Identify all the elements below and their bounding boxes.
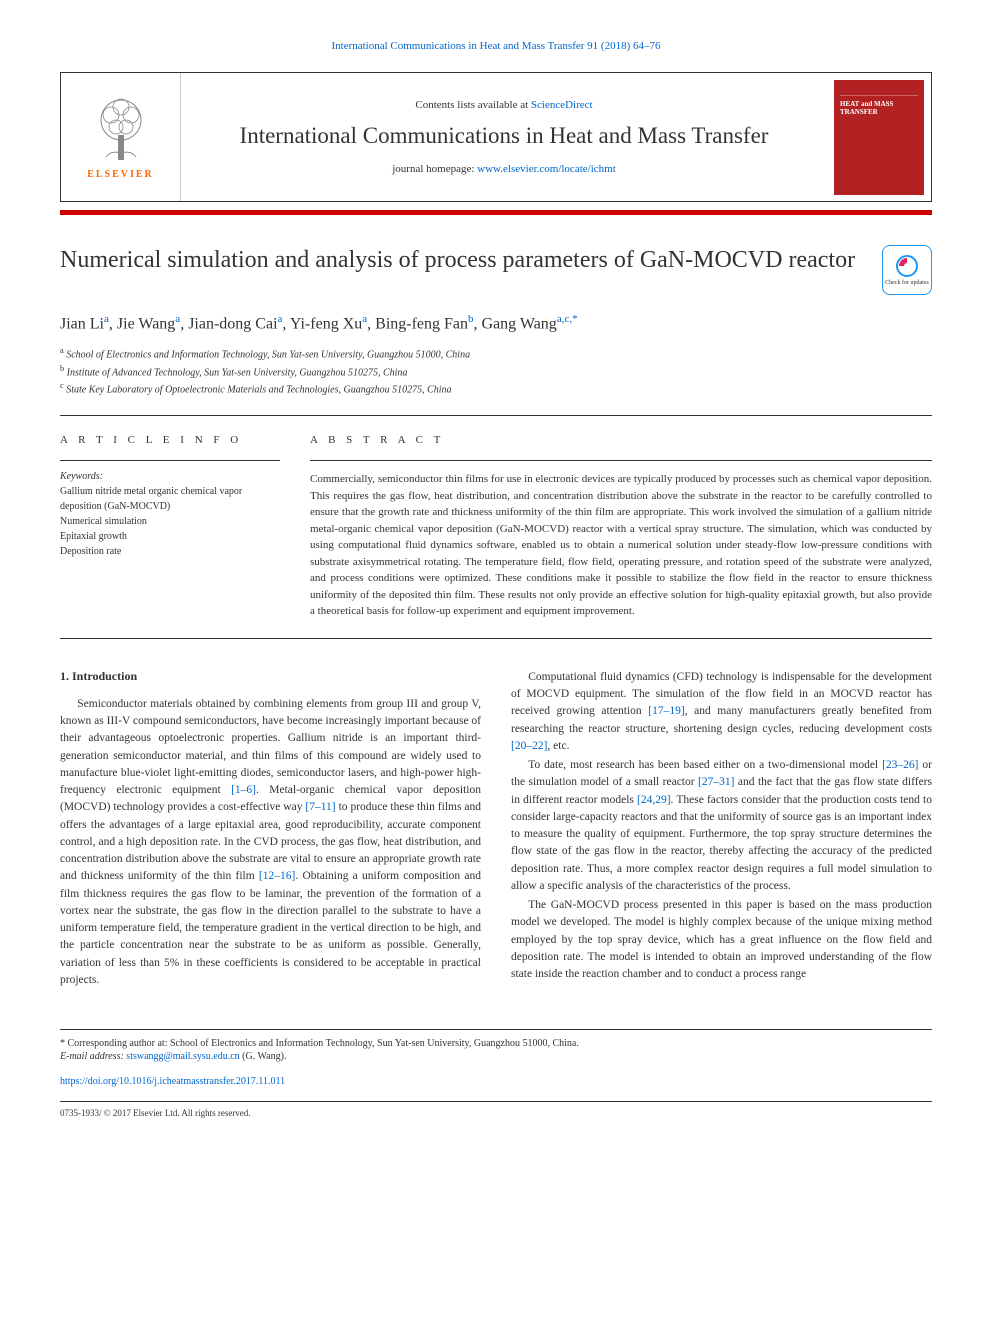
article-title: Numerical simulation and analysis of pro… (60, 245, 862, 276)
elsevier-logo: ELSEVIER (61, 73, 181, 201)
doi-link[interactable]: https://doi.org/10.1016/j.icheatmasstran… (60, 1076, 932, 1087)
footer: * Corresponding author at: School of Ele… (60, 1029, 932, 1118)
journal-homepage: journal homepage: www.elsevier.com/locat… (191, 163, 817, 175)
abstract-column: A B S T R A C T Commercially, semiconduc… (310, 434, 932, 620)
sciencedirect-link[interactable]: ScienceDirect (531, 99, 593, 111)
reference-link[interactable]: [1–6] (231, 784, 256, 796)
abstract-heading: A B S T R A C T (310, 434, 932, 446)
check-updates-label: Check for updates (885, 280, 929, 286)
check-updates-icon (895, 254, 919, 278)
homepage-prefix: journal homepage: (392, 163, 477, 175)
keyword-item: Deposition rate (60, 544, 280, 559)
keyword-item: Numerical simulation (60, 514, 280, 529)
divider (60, 460, 280, 461)
affiliation-line: a School of Electronics and Information … (60, 345, 932, 362)
keywords: Gallium nitride metal organic chemical v… (60, 484, 280, 559)
contents-prefix: Contents lists available at (415, 99, 530, 111)
homepage-link[interactable]: www.elsevier.com/locate/ichmt (477, 163, 616, 175)
reference-link[interactable]: [23–26] (882, 759, 918, 771)
elsevier-label: ELSEVIER (87, 169, 154, 180)
email-line: E-mail address: stswangg@mail.sysu.edu.c… (60, 1051, 932, 1062)
divider (60, 638, 932, 639)
reference-link[interactable]: [17–19] (648, 705, 684, 717)
keyword-item: Epitaxial growth (60, 529, 280, 544)
section-heading-intro: 1. Introduction (60, 669, 481, 684)
authors: Jian Lia, Jie Wanga, Jian-dong Caia, Yi-… (60, 313, 932, 333)
body-section: 1. Introduction Semiconductor materials … (60, 669, 932, 989)
article-info-column: A R T I C L E I N F O Keywords: Gallium … (60, 434, 310, 620)
copyright: 0735-1933/ © 2017 Elsevier Ltd. All righ… (60, 1108, 932, 1118)
contents-line: Contents lists available at ScienceDirec… (191, 99, 817, 111)
email-link[interactable]: stswangg@mail.sysu.edu.cn (126, 1051, 239, 1062)
reference-link[interactable]: [12–16] (259, 870, 295, 882)
article-info-heading: A R T I C L E I N F O (60, 434, 280, 446)
reference-link[interactable]: [24,29] (637, 794, 671, 806)
elsevier-tree-icon (91, 95, 151, 165)
journal-cover-thumbnail: HEAT and MASS TRANSFER (834, 80, 924, 195)
red-divider-bar (60, 210, 932, 215)
check-updates-badge[interactable]: Check for updates (882, 245, 932, 295)
journal-header-center: Contents lists available at ScienceDirec… (181, 89, 827, 185)
divider (60, 415, 932, 416)
body-paragraph: Semiconductor materials obtained by comb… (60, 696, 481, 989)
affiliation-line: c State Key Laboratory of Optoelectronic… (60, 380, 932, 397)
journal-title: International Communications in Heat and… (191, 123, 817, 149)
journal-header: ELSEVIER Contents lists available at Sci… (60, 72, 932, 202)
divider (310, 460, 932, 461)
keyword-item: Gallium nitride metal organic chemical v… (60, 484, 280, 514)
corresponding-author: * Corresponding author at: School of Ele… (60, 1038, 932, 1049)
body-paragraph: The GaN-MOCVD process presented in this … (511, 897, 932, 983)
reference-link[interactable]: [7–11] (305, 801, 335, 813)
keywords-label: Keywords: (60, 471, 280, 482)
reference-link[interactable]: [27–31] (698, 776, 734, 788)
email-suffix: (G. Wang). (240, 1051, 287, 1062)
cover-title: HEAT and MASS TRANSFER (840, 100, 918, 116)
divider (60, 1101, 932, 1102)
affiliations: a School of Electronics and Information … (60, 345, 932, 397)
body-paragraph: To date, most research has been based ei… (511, 757, 932, 895)
abstract-text: Commercially, semiconductor thin films f… (310, 471, 932, 620)
affiliation-line: b Institute of Advanced Technology, Sun … (60, 363, 932, 380)
header-citation[interactable]: International Communications in Heat and… (60, 40, 932, 52)
body-paragraph: Computational fluid dynamics (CFD) techn… (511, 669, 932, 755)
reference-link[interactable]: [20–22] (511, 740, 547, 752)
email-label: E-mail address: (60, 1051, 126, 1062)
